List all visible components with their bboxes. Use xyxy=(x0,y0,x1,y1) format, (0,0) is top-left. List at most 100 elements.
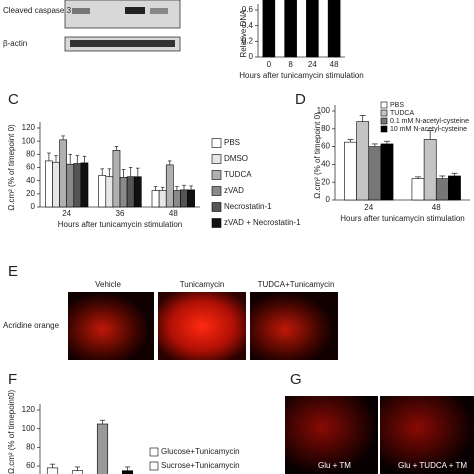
bar xyxy=(284,0,297,58)
y-tick-label: 20 xyxy=(26,189,35,198)
legend-swatch xyxy=(380,101,388,109)
legend-label: 0.1 mM N-acetyl-cysteine xyxy=(390,118,469,125)
bar xyxy=(126,176,135,208)
x-tick-label: 36 xyxy=(116,209,125,218)
y-tick-label: 60 xyxy=(26,163,35,172)
x-axis-label: Hours after tunicamycin stimulation xyxy=(58,220,183,229)
legend-swatch xyxy=(380,125,388,133)
blot-band xyxy=(72,8,90,14)
y-tick-label: 40 xyxy=(26,176,35,185)
y-tick-label: 0.4 xyxy=(242,21,254,30)
legend-label: 10 mM N-acetyl-cysteine xyxy=(390,126,467,133)
column-label: Vehicle xyxy=(95,280,121,289)
panel-label: G xyxy=(290,371,302,388)
panel-label: C xyxy=(8,91,19,108)
legend-label: zVAD xyxy=(224,186,244,195)
y-tick-label: 0 xyxy=(31,202,36,211)
y-tick-label: 60 xyxy=(26,461,35,470)
y-tick-label: 80 xyxy=(321,124,330,133)
row-label: Acridine orange xyxy=(3,321,60,330)
y-axis-label: Ω.cm² (% of timepoint0) xyxy=(7,389,16,474)
y-tick-label: 100 xyxy=(22,424,36,433)
legend-swatch xyxy=(211,202,222,212)
y-axis-label: Ω.cm² (% of timepoint 0) xyxy=(7,124,16,211)
bar xyxy=(112,150,121,208)
bar xyxy=(133,176,142,208)
legend-swatch xyxy=(149,461,159,471)
y-tick-label: 100 xyxy=(317,106,331,115)
blot-band xyxy=(70,40,175,47)
bar xyxy=(368,146,382,201)
image-label: Glu + TM xyxy=(318,461,351,470)
bar xyxy=(435,178,449,201)
bar xyxy=(151,190,160,208)
x-tick-label: 48 xyxy=(330,60,339,69)
micrograph xyxy=(250,292,338,360)
x-axis-label: Hours after tunicamycin stimulation xyxy=(239,71,364,80)
legend-label: PBS xyxy=(224,138,240,147)
legend-label: TUDCA xyxy=(390,110,414,117)
bar xyxy=(180,189,188,208)
bar xyxy=(173,190,181,208)
bar xyxy=(59,139,67,208)
bar xyxy=(327,0,341,58)
legend-swatch xyxy=(211,186,222,196)
blot-band xyxy=(125,7,145,14)
legend-swatch xyxy=(211,154,222,164)
column-label: Tunicamycin xyxy=(180,280,225,289)
micrograph xyxy=(68,292,154,360)
bar xyxy=(356,121,370,201)
bar xyxy=(411,178,425,201)
x-tick-label: 48 xyxy=(432,203,441,212)
image-label: Glu + TUDCA + TM xyxy=(398,461,467,470)
legend-label: Necrostatin-1 xyxy=(224,202,272,211)
legend-label: TUDCA xyxy=(224,170,252,179)
legend-swatch xyxy=(149,447,159,457)
panel-label: F xyxy=(8,371,17,388)
bar xyxy=(262,0,276,58)
x-tick-label: 24 xyxy=(62,209,71,218)
micrograph xyxy=(158,292,246,360)
bar xyxy=(187,189,195,208)
micrograph xyxy=(285,396,378,474)
bar xyxy=(52,161,60,208)
blot-band xyxy=(150,8,168,14)
legend-label: PBS xyxy=(390,102,404,109)
bar xyxy=(45,160,53,208)
bar xyxy=(46,467,59,474)
bar xyxy=(306,0,319,58)
bar xyxy=(448,175,461,201)
bar xyxy=(66,163,75,208)
legend-label: Glucose+Tunicamycin xyxy=(161,447,240,456)
bar xyxy=(98,175,107,208)
y-tick-label: 0.2 xyxy=(242,36,254,45)
legend-label: Sucrose+Tunicamycin xyxy=(161,461,240,470)
x-tick-label: 24 xyxy=(308,60,317,69)
x-axis-label: Hours after tunicamycin stimulation xyxy=(340,214,465,223)
bar xyxy=(119,177,128,208)
y-tick-label: 0.6 xyxy=(242,5,254,14)
bar xyxy=(158,190,167,208)
x-tick-label: 48 xyxy=(169,209,178,218)
bar xyxy=(423,139,437,201)
y-tick-label: 100 xyxy=(22,136,36,145)
bar xyxy=(96,423,109,474)
y-axis-label: Ω.cm² (% of timepoint 0) xyxy=(313,112,322,199)
panel-label: D xyxy=(295,91,306,108)
legend-swatch xyxy=(211,138,222,148)
legend-label: DMSO xyxy=(224,154,248,163)
bar xyxy=(105,176,114,208)
micrograph xyxy=(380,396,474,474)
panel-label: E xyxy=(8,263,18,280)
x-tick-label: 8 xyxy=(288,60,293,69)
y-tick-label: 0 xyxy=(249,52,254,61)
bar xyxy=(80,162,89,208)
legend-swatch xyxy=(380,109,388,117)
legend-swatch xyxy=(211,218,222,228)
column-label: TUDCA+Tunicamycin xyxy=(258,280,335,289)
y-axis-label: Relative DNA xyxy=(239,9,248,58)
y-tick-label: 120 xyxy=(22,405,36,414)
legend-swatch xyxy=(211,170,222,180)
bar xyxy=(344,141,357,201)
